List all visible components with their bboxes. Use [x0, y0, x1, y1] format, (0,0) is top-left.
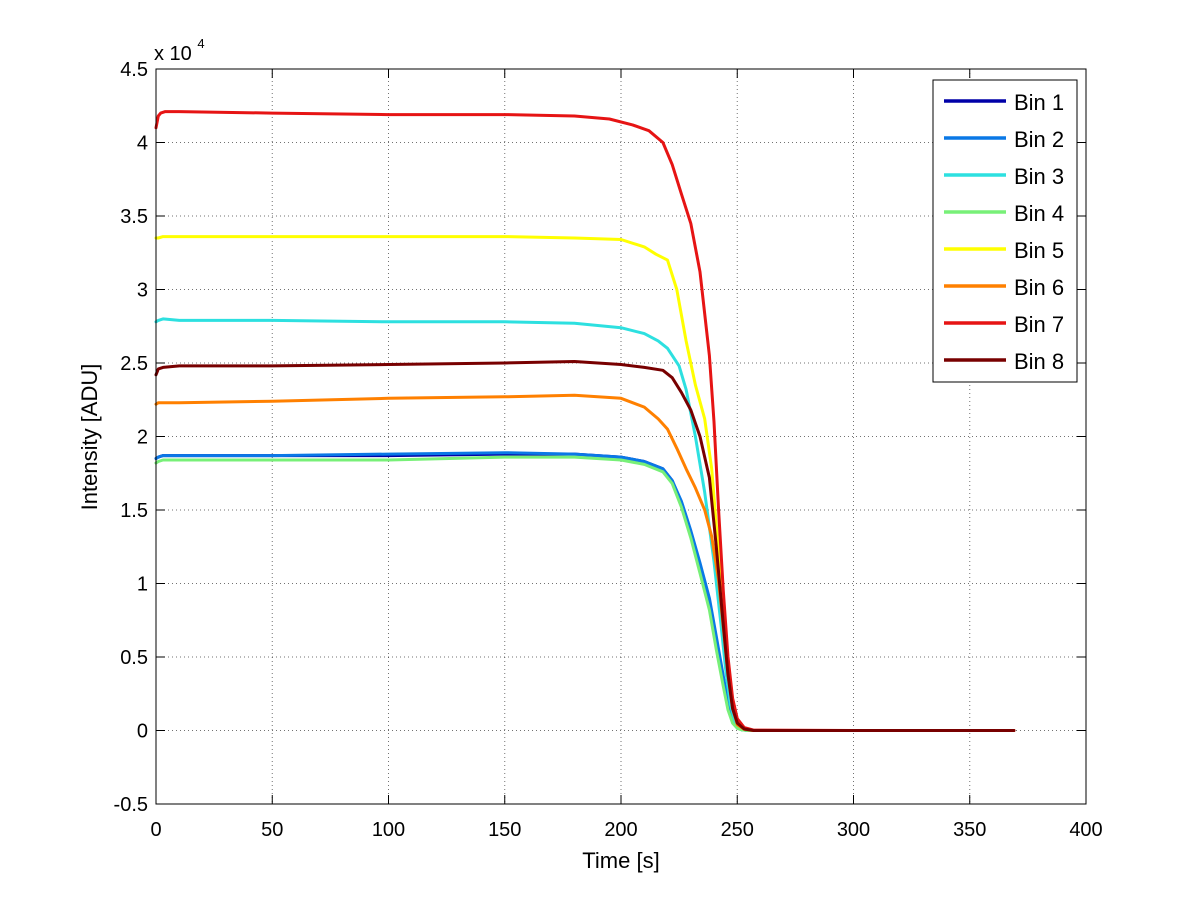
y-multiplier-exponent: 4: [197, 36, 204, 51]
series-line-bin-8: [154, 360, 1016, 732]
x-tick-label: 350: [953, 819, 986, 841]
y-tick-label: 0: [137, 721, 148, 743]
legend: Bin 1 Bin 2 Bin 3 Bin 4 Bin 5 Bin 6 Bin 7 Bin 8: [932, 79, 1078, 383]
x-tick-label: 250: [721, 819, 754, 841]
legend-label-bin-8: Bin 8: [1014, 349, 1064, 374]
y-tick-label: 4: [137, 133, 148, 155]
x-tick-label: 400: [1069, 819, 1102, 841]
legend-label-bin-5: Bin 5: [1014, 238, 1064, 263]
y-axis-title: Intensity [ADU]: [77, 364, 102, 511]
x-tick-label: 50: [261, 819, 283, 841]
legend-label-bin-7: Bin 7: [1014, 312, 1064, 337]
y-tick-label: -0.5: [114, 794, 148, 816]
plot-area: [154, 68, 1087, 805]
y-tick-label: 3.5: [120, 206, 148, 228]
legend-label-bin-3: Bin 3: [1014, 164, 1064, 189]
x-tick-label: 100: [372, 819, 405, 841]
x-tick-label: 200: [604, 819, 637, 841]
ticks: [155, 68, 1087, 805]
y-tick-label: 0.5: [120, 647, 148, 669]
y-tick-label: 4.5: [120, 59, 148, 81]
legend-items: Bin 1 Bin 2 Bin 3 Bin 4 Bin 5 Bin 6 Bin 7 Bin 8: [944, 90, 1064, 374]
legend-label-bin-6: Bin 6: [1014, 275, 1064, 300]
y-multiplier-base: x 10: [154, 43, 192, 65]
y-tick-label: 2: [137, 427, 148, 449]
tick-labels: 0 50 100 150 200 250 300 350 400-0.500.511.522.5…: [114, 59, 1103, 841]
y-tick-label: 1: [137, 574, 148, 596]
y-tick-label: 2.5: [120, 353, 148, 375]
legend-box: [932, 79, 1078, 383]
series-layer: [154, 110, 1016, 732]
x-axis-title: Time [s]: [582, 848, 659, 873]
legend-label-bin-2: Bin 2: [1014, 127, 1064, 152]
y-tick-label: 1.5: [120, 500, 148, 522]
legend-label-bin-1: Bin 1: [1014, 90, 1064, 115]
x-tick-label: 300: [837, 819, 870, 841]
x-tick-label: 0: [150, 819, 161, 841]
y-tick-label: 3: [137, 280, 148, 302]
legend-label-bin-4: Bin 4: [1014, 201, 1064, 226]
series-line-bin-4: [154, 455, 1016, 732]
series-line-bin-7: [154, 110, 1016, 732]
y-multiplier-label: x 10 4: [154, 36, 205, 65]
x-tick-label: 150: [488, 819, 521, 841]
